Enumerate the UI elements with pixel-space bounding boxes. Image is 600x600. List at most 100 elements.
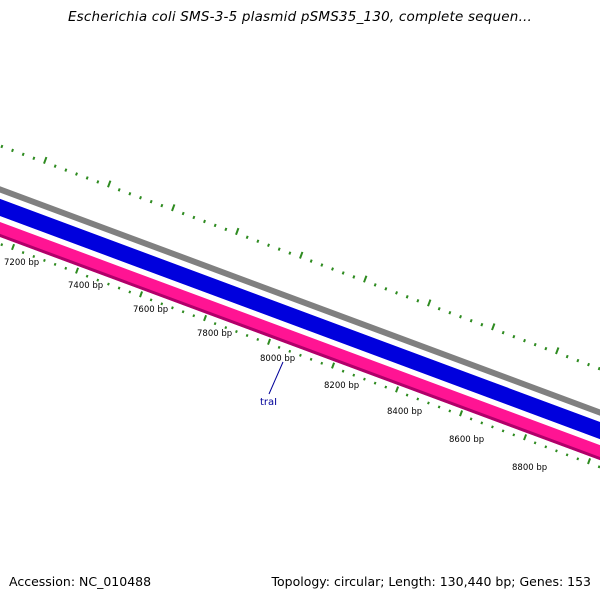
scale-tick [341,369,345,373]
outer-tick [288,251,292,255]
scale-tick [245,333,249,338]
scale-label: 7200 bp [4,258,39,268]
gene-label[interactable]: traI [260,397,277,408]
scale-tick [427,401,430,405]
scale-tick [512,433,516,437]
scale-tick [587,458,592,465]
outer-tick [448,310,452,315]
outer-tick [587,362,590,367]
scale-tick [235,330,238,334]
outer-tick [416,299,420,303]
scale-tick [213,322,217,326]
ring-reverse-strand-edge [0,233,600,461]
scale-tick [171,306,174,310]
scale-tick [107,282,110,286]
map-title: Escherichia coli SMS-3-5 plasmid pSMS35_… [67,9,533,25]
scale-label: 7600 bp [133,305,168,315]
outer-tick [469,318,473,323]
outer-tick [267,243,270,247]
scale-tick [480,421,484,425]
outer-tick [245,235,249,240]
scale-tick [85,274,89,278]
outer-tick [107,180,112,188]
outer-tick [437,307,441,311]
outer-tick [395,291,398,295]
outer-tick [203,219,206,224]
outer-tick [299,251,304,259]
scale-tick [203,314,208,322]
scale-label: 8800 bp [512,463,547,473]
outer-tick [277,247,281,251]
outer-tick [96,180,100,184]
outer-tick [117,188,121,192]
scale-tick [192,314,196,318]
outer-tick [501,330,505,335]
outer-tick [235,227,240,236]
scale-tick [491,425,494,429]
scale-tick [533,441,537,445]
summary-label: Topology: circular; Length: 130,440 bp; … [271,574,592,589]
scale-tick [565,453,569,457]
outer-tick [384,287,388,291]
ring-forward-strand [0,198,600,440]
outer-tick [320,263,324,267]
outer-tick-track [0,144,600,371]
outer-tick [160,203,164,208]
scale-tick [53,262,57,266]
outer-tick [11,148,14,153]
scale-tick [384,385,388,389]
outer-tick [533,342,537,347]
outer-tick [331,267,334,271]
scale-ticks [0,243,600,469]
scale-tick [448,409,452,413]
outer-tick [0,144,4,149]
outer-tick [21,152,25,157]
outer-tick [53,164,57,168]
scale-label: 8600 bp [449,435,484,445]
scale-tick [75,267,80,274]
outer-tick [363,275,368,283]
scale-tick [331,362,336,369]
scale-tick [416,397,420,401]
scale-label: 8000 bp [260,354,295,364]
scale-tick [352,373,356,377]
scale-tick [544,445,548,449]
scale-tick [149,298,153,302]
scale-tick [43,258,46,262]
scale-tick [288,349,292,353]
outer-tick [491,323,496,331]
scale-tick [267,338,272,345]
outer-tick [309,259,313,263]
outer-tick [64,168,68,172]
outer-tick [427,299,432,307]
scale-tick [576,457,580,461]
outer-tick [555,347,560,355]
outer-tick [480,322,484,327]
outer-tick [352,275,356,279]
scale-tick [501,429,505,433]
outer-tick [544,346,548,351]
scale-label: 7400 bp [68,281,103,291]
scale-tick [0,243,4,247]
scale-tick [11,243,16,251]
outer-tick [32,156,36,161]
scale-tick [64,266,68,270]
scale-tick [523,434,528,441]
scale-tick [256,337,260,341]
scale-tick [181,310,185,314]
outer-tick [523,338,526,343]
accession-label: Accession: NC_010488 [9,574,152,589]
scale-tick [469,417,473,421]
outer-tick [128,192,132,196]
outer-tick [373,283,377,287]
scale-tick [459,410,464,417]
outer-tick [139,195,142,200]
outer-tick [512,334,516,339]
outer-tick [341,271,345,275]
scale-tick [117,286,121,290]
outer-tick [224,227,228,232]
scale-tick [96,278,100,282]
ring-gray [0,186,600,416]
ring-reverse-strand [0,221,600,460]
